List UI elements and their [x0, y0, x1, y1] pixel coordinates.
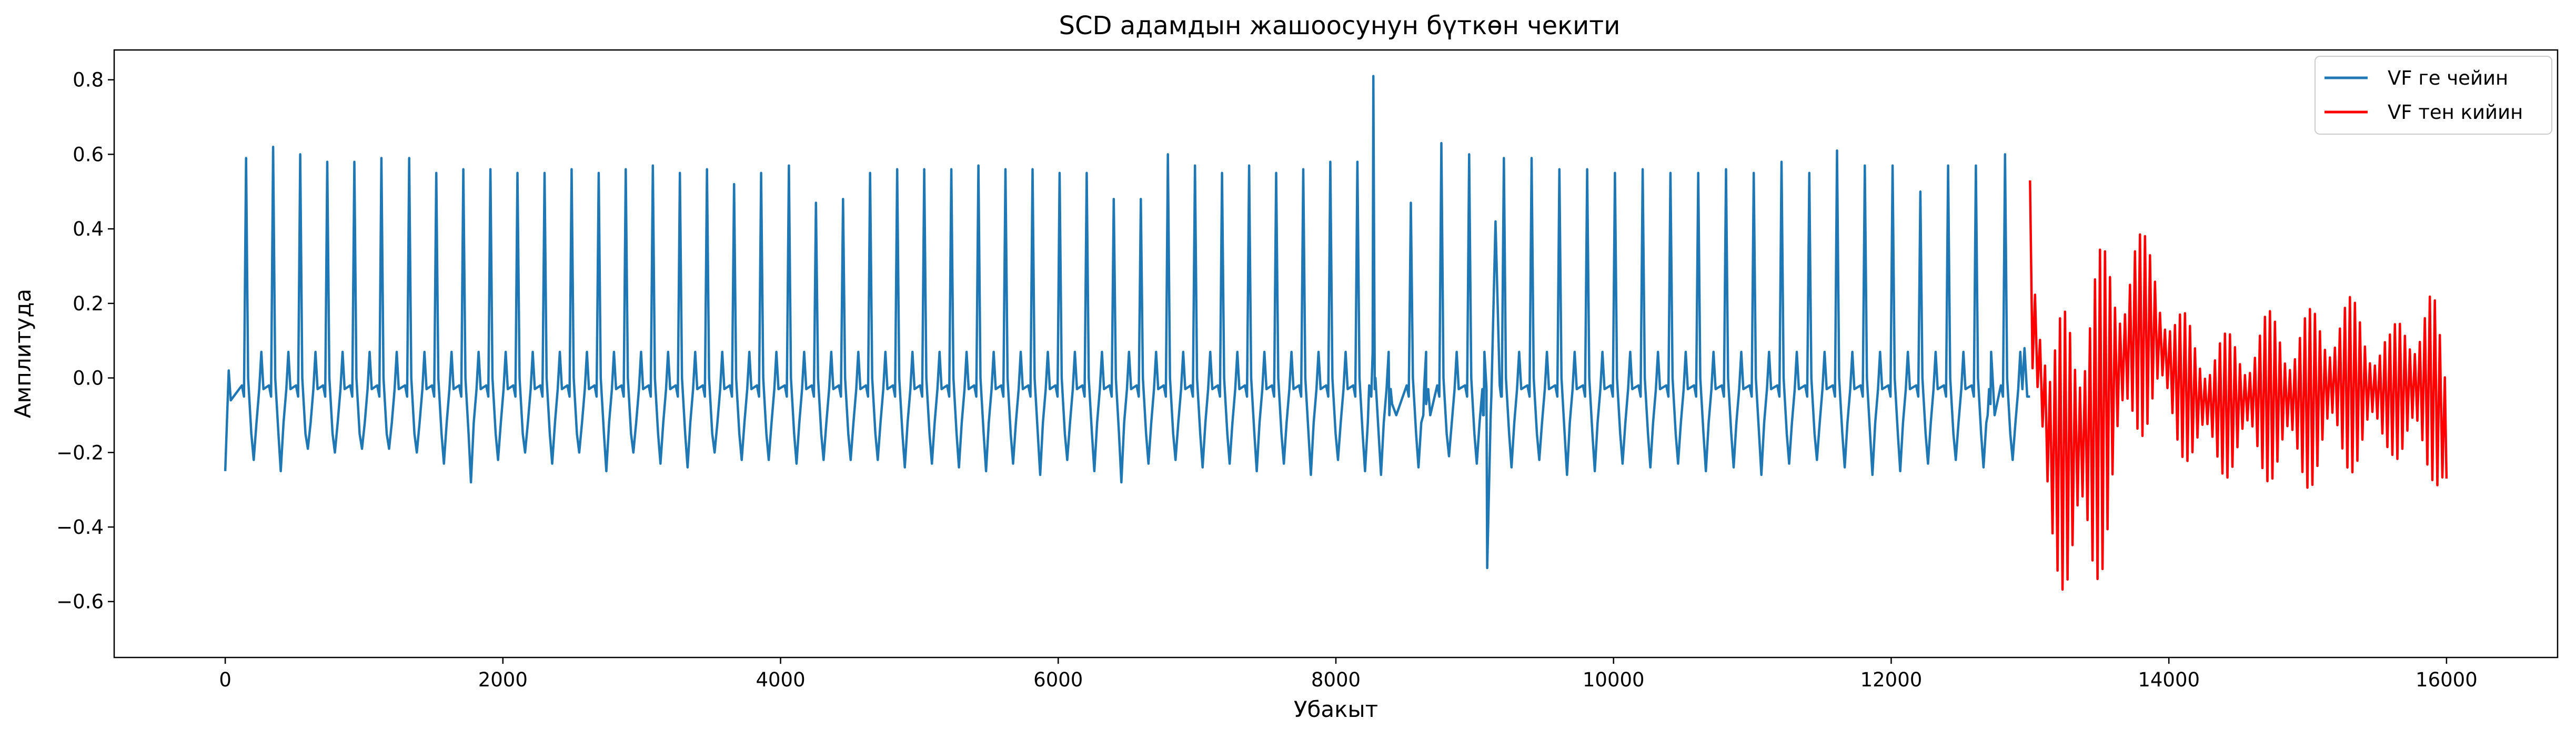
- x-tick-label: 6000: [1033, 669, 1083, 691]
- legend-label-before-vf: VF ге чейин: [2388, 67, 2508, 89]
- x-tick-label: 12000: [1860, 669, 1923, 691]
- series-line-after-vf: [2029, 180, 2448, 591]
- y-tick-label: 0.0: [73, 367, 104, 390]
- legend-label-after-vf: VF тен кийин: [2388, 101, 2523, 124]
- x-tick-label: 10000: [1583, 669, 1645, 691]
- y-axis-label: Амплитуда: [10, 289, 36, 418]
- x-tick-label: 2000: [478, 669, 528, 691]
- x-axis-label: Убакыт: [1294, 696, 1378, 722]
- y-tick-label: 0.2: [73, 292, 104, 315]
- y-tick-label: −0.4: [56, 516, 104, 539]
- x-tick-label: 14000: [2138, 669, 2200, 691]
- x-tick-label: 0: [219, 669, 232, 691]
- legend: VF ге чейин VF тен кийин: [2315, 56, 2552, 135]
- series-line-before-vf: [224, 75, 2030, 570]
- y-tick-label: 0.8: [73, 69, 104, 92]
- axes-frame: [113, 49, 2559, 659]
- y-tick-label: −0.6: [56, 591, 104, 613]
- x-tick-label: 16000: [2416, 669, 2478, 691]
- y-tick-label: 0.4: [73, 218, 104, 240]
- x-tick-label: 8000: [1311, 669, 1361, 691]
- y-tick-label: −0.2: [56, 441, 104, 464]
- x-tick-label: 4000: [756, 669, 805, 691]
- y-tick-label: 0.6: [73, 143, 104, 166]
- chart-title: SCD адамдын жашоосунун бүткөн чекити: [1059, 11, 1621, 41]
